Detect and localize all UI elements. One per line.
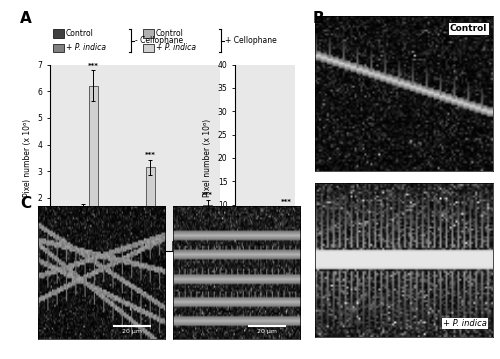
Text: ***: *** (145, 152, 156, 158)
Y-axis label: Pixel number (x 10⁶): Pixel number (x 10⁶) (203, 119, 212, 197)
Text: + Cellophane: + Cellophane (225, 36, 277, 45)
Text: Control: Control (450, 24, 487, 33)
Text: - Cellophane: - Cellophane (135, 36, 183, 45)
Bar (238, 234, 250, 251)
Text: ***: *** (88, 62, 99, 69)
Text: ***: *** (202, 192, 213, 198)
Bar (252, 230, 264, 251)
Text: C: C (20, 196, 31, 211)
Bar (193, 236, 202, 251)
Text: + P. indica: + P. indica (66, 43, 106, 52)
Bar (280, 211, 292, 251)
Text: *: * (118, 223, 122, 229)
Text: + P. indica: + P. indica (444, 319, 487, 328)
Bar (136, 224, 144, 251)
Bar (182, 238, 192, 251)
Text: 20 µm: 20 µm (122, 329, 142, 334)
Text: B: B (312, 11, 324, 26)
Text: Control: Control (66, 29, 94, 38)
Text: 20 µm: 20 µm (257, 329, 277, 334)
Bar (78, 210, 88, 251)
Bar (203, 205, 212, 251)
Text: Control: Control (156, 29, 184, 38)
Text: ***: *** (280, 199, 291, 205)
Y-axis label: Pixel number (x 10⁶): Pixel number (x 10⁶) (23, 119, 32, 197)
Bar (266, 231, 278, 251)
Bar (146, 167, 155, 251)
Bar (58, 222, 67, 251)
Bar (88, 86, 98, 251)
Text: *: * (60, 212, 64, 218)
Bar (172, 241, 182, 251)
Bar (126, 223, 134, 251)
Bar (68, 215, 77, 251)
Text: **: ** (173, 232, 180, 238)
Bar (115, 232, 124, 251)
Text: + P. indica: + P. indica (156, 43, 196, 52)
Text: A: A (20, 11, 32, 26)
